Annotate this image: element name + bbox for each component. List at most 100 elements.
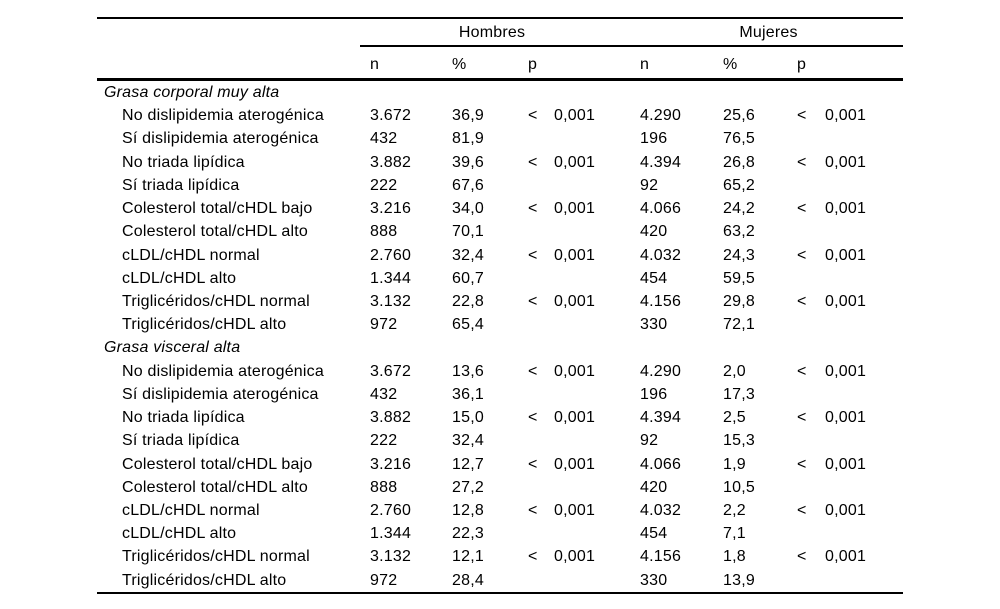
row-label: cLDL/cHDL alto [122, 269, 237, 287]
cell-mujeres-pct: 13,9 [723, 571, 755, 589]
cell-mujeres-n: 454 [640, 269, 668, 287]
cell-mujeres-p [825, 267, 903, 290]
cell-mujeres-pct: 7,1 [723, 525, 746, 543]
section-title: Grasa corporal muy alta [104, 84, 280, 101]
cell-mujeres-p: 0,001 [825, 107, 867, 125]
row-label: No dislipidemia aterogénica [122, 107, 324, 125]
cell-mujeres-p-sign [797, 220, 825, 243]
cell-hombres-p-sign: < [528, 292, 538, 310]
table-body: Grasa corporal muy alta No dislipidemia … [97, 81, 903, 592]
cell-mujeres-n: 4.156 [640, 548, 682, 566]
cell-hombres-n: 222 [370, 176, 398, 194]
cell-mujeres-p-sign [797, 313, 825, 336]
cell-mujeres-n: 4.066 [640, 200, 682, 218]
cell-hombres-pct: 34,0 [452, 200, 484, 218]
row-label: Triglicéridos/cHDL normal [122, 548, 310, 566]
cell-mujeres-p-sign [797, 174, 825, 197]
cell-mujeres-pct: 26,8 [723, 153, 755, 171]
subcol-hombres-p: p [528, 56, 538, 73]
group-header-row: Hombres Mujeres [97, 19, 903, 45]
subcol-hombres-n: n [370, 56, 380, 73]
table-row: No dislipidemia aterogénica 3.672 36,9 <… [97, 104, 903, 127]
cell-mujeres-p-sign: < [797, 455, 807, 473]
cell-mujeres-pct: 24,2 [723, 200, 755, 218]
row-label: Colesterol total/cHDL bajo [122, 200, 313, 218]
cell-mujeres-pct: 15,3 [723, 432, 755, 450]
row-label: Sí triada lipídica [122, 432, 240, 450]
row-label: Sí dislipidemia aterogénica [122, 385, 319, 403]
cell-hombres-p [554, 476, 640, 499]
cell-mujeres-n: 420 [640, 223, 668, 241]
table-row: Colesterol total/cHDL bajo 3.216 12,7 < … [97, 453, 903, 476]
table-row: cLDL/cHDL alto 1.344 60,7 454 59,5 [97, 267, 903, 290]
cell-hombres-p [554, 313, 640, 336]
cell-mujeres-pct: 24,3 [723, 246, 755, 264]
cell-hombres-p [554, 127, 640, 150]
cell-mujeres-pct: 2,0 [723, 362, 746, 380]
row-label: cLDL/cHDL normal [122, 246, 260, 264]
cell-hombres-p: 0,001 [554, 200, 596, 218]
cell-hombres-pct: 32,4 [452, 432, 484, 450]
cell-hombres-p [554, 267, 640, 290]
table-row: Triglicéridos/cHDL normal 3.132 22,8 < 0… [97, 290, 903, 313]
cell-mujeres-n: 454 [640, 525, 668, 543]
cell-hombres-pct: 12,1 [452, 548, 484, 566]
table-row: No triada lipídica 3.882 39,6 < 0,001 4.… [97, 151, 903, 174]
cell-hombres-n: 432 [370, 130, 398, 148]
cell-hombres-pct: 12,8 [452, 501, 484, 519]
table-row: cLDL/cHDL normal 2.760 32,4 < 0,001 4.03… [97, 244, 903, 267]
subcol-mujeres-n: n [640, 56, 650, 73]
cell-mujeres-p-sign [797, 267, 825, 290]
table-row: No dislipidemia aterogénica 3.672 13,6 <… [97, 360, 903, 383]
cell-hombres-n: 432 [370, 385, 398, 403]
cell-mujeres-pct: 2,2 [723, 501, 746, 519]
table-row: Sí dislipidemia aterogénica 432 81,9 196… [97, 127, 903, 150]
section-title: Grasa visceral alta [104, 339, 241, 357]
cell-hombres-p-sign [528, 127, 554, 150]
cell-mujeres-p [825, 476, 903, 499]
cell-mujeres-p: 0,001 [825, 200, 867, 218]
cell-hombres-p: 0,001 [554, 153, 596, 171]
subcol-mujeres-pct: % [723, 56, 738, 73]
cell-hombres-pct: 13,6 [452, 362, 484, 380]
cell-hombres-pct: 27,2 [452, 478, 484, 496]
cell-mujeres-pct: 17,3 [723, 385, 755, 403]
cell-hombres-p: 0,001 [554, 107, 596, 125]
cell-mujeres-p-sign [797, 476, 825, 499]
row-label: Triglicéridos/cHDL alto [122, 316, 287, 334]
table-row: Colesterol total/cHDL bajo 3.216 34,0 < … [97, 197, 903, 220]
cell-mujeres-pct: 72,1 [723, 316, 755, 334]
table-row: Colesterol total/cHDL alto 888 27,2 420 … [97, 476, 903, 499]
cell-mujeres-p-sign [797, 522, 825, 545]
row-label: No triada lipídica [122, 409, 245, 427]
cell-hombres-p-sign: < [528, 455, 538, 473]
cell-mujeres-n: 92 [640, 432, 659, 450]
cell-mujeres-p: 0,001 [825, 292, 867, 310]
subheader-row: n % p n % p [97, 47, 903, 81]
cell-hombres-pct: 67,6 [452, 176, 484, 194]
table-row: Sí triada lipídica 222 67,6 92 65,2 [97, 174, 903, 197]
row-label: Colesterol total/cHDL alto [122, 223, 309, 241]
cell-mujeres-n: 330 [640, 571, 668, 589]
cell-mujeres-p: 0,001 [825, 548, 867, 566]
cell-hombres-pct: 81,9 [452, 130, 484, 148]
cell-hombres-p-sign [528, 267, 554, 290]
cell-hombres-p: 0,001 [554, 246, 596, 264]
row-label: Triglicéridos/cHDL normal [122, 292, 310, 310]
row-label: No dislipidemia aterogénica [122, 362, 324, 380]
cell-mujeres-n: 4.156 [640, 292, 682, 310]
cell-hombres-pct: 36,9 [452, 107, 484, 125]
cell-hombres-n: 3.132 [370, 292, 412, 310]
cell-hombres-p-sign: < [528, 362, 538, 380]
cell-mujeres-p-sign [797, 429, 825, 452]
cell-hombres-p-sign: < [528, 200, 538, 218]
cell-hombres-p [554, 220, 640, 243]
cell-mujeres-pct: 10,5 [723, 478, 755, 496]
cell-mujeres-pct: 76,5 [723, 130, 755, 148]
row-label: cLDL/cHDL alto [122, 525, 237, 543]
cell-mujeres-p [825, 174, 903, 197]
cell-hombres-n: 972 [370, 316, 398, 334]
cell-hombres-p-sign [528, 429, 554, 452]
cell-hombres-p-sign [528, 174, 554, 197]
cell-hombres-p [554, 522, 640, 545]
